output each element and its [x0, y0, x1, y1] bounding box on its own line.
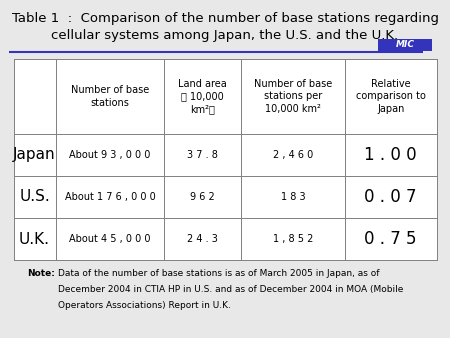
- Text: 1 . 0 0: 1 . 0 0: [364, 146, 417, 164]
- Bar: [14, 59, 436, 260]
- Text: About 1 7 6 , 0 0 0: About 1 7 6 , 0 0 0: [65, 192, 155, 202]
- Text: Japan: Japan: [13, 147, 56, 162]
- Text: Table 1  :  Comparison of the number of base stations regarding: Table 1 : Comparison of the number of ba…: [12, 12, 438, 25]
- Text: 2 , 4 6 0: 2 , 4 6 0: [273, 150, 313, 160]
- Text: U.S.: U.S.: [19, 189, 50, 204]
- Text: About 9 3 , 0 0 0: About 9 3 , 0 0 0: [69, 150, 151, 160]
- Text: Relative
comparison to
Japan: Relative comparison to Japan: [356, 79, 426, 114]
- FancyBboxPatch shape: [378, 39, 432, 51]
- Text: Land area
（ 10,000
km²）: Land area （ 10,000 km²）: [178, 79, 227, 114]
- Text: 3 7 . 8: 3 7 . 8: [187, 150, 218, 160]
- Text: 0 . 7 5: 0 . 7 5: [364, 230, 417, 248]
- Text: 1 8 3: 1 8 3: [281, 192, 306, 202]
- Text: 2 4 . 3: 2 4 . 3: [187, 234, 218, 244]
- Text: 1 , 8 5 2: 1 , 8 5 2: [273, 234, 313, 244]
- Text: cellular systems among Japan, the U.S. and the U.K.: cellular systems among Japan, the U.S. a…: [51, 29, 399, 42]
- Text: Number of base
stations per
10,000 km²: Number of base stations per 10,000 km²: [254, 79, 332, 114]
- Text: Note:: Note:: [27, 269, 55, 278]
- Text: 9 6 2: 9 6 2: [190, 192, 215, 202]
- Text: December 2004 in CTIA HP in U.S. and as of December 2004 in MOA (Mobile: December 2004 in CTIA HP in U.S. and as …: [58, 285, 403, 294]
- Text: Data of the number of base stations is as of March 2005 in Japan, as of: Data of the number of base stations is a…: [58, 269, 379, 278]
- Text: U.K.: U.K.: [19, 232, 50, 247]
- Text: Operators Associations) Report in U.K.: Operators Associations) Report in U.K.: [58, 301, 230, 310]
- Text: Number of base
stations: Number of base stations: [71, 85, 149, 107]
- Text: MIC: MIC: [396, 41, 414, 49]
- Text: 0 . 0 7: 0 . 0 7: [364, 188, 417, 206]
- Text: About 4 5 , 0 0 0: About 4 5 , 0 0 0: [69, 234, 151, 244]
